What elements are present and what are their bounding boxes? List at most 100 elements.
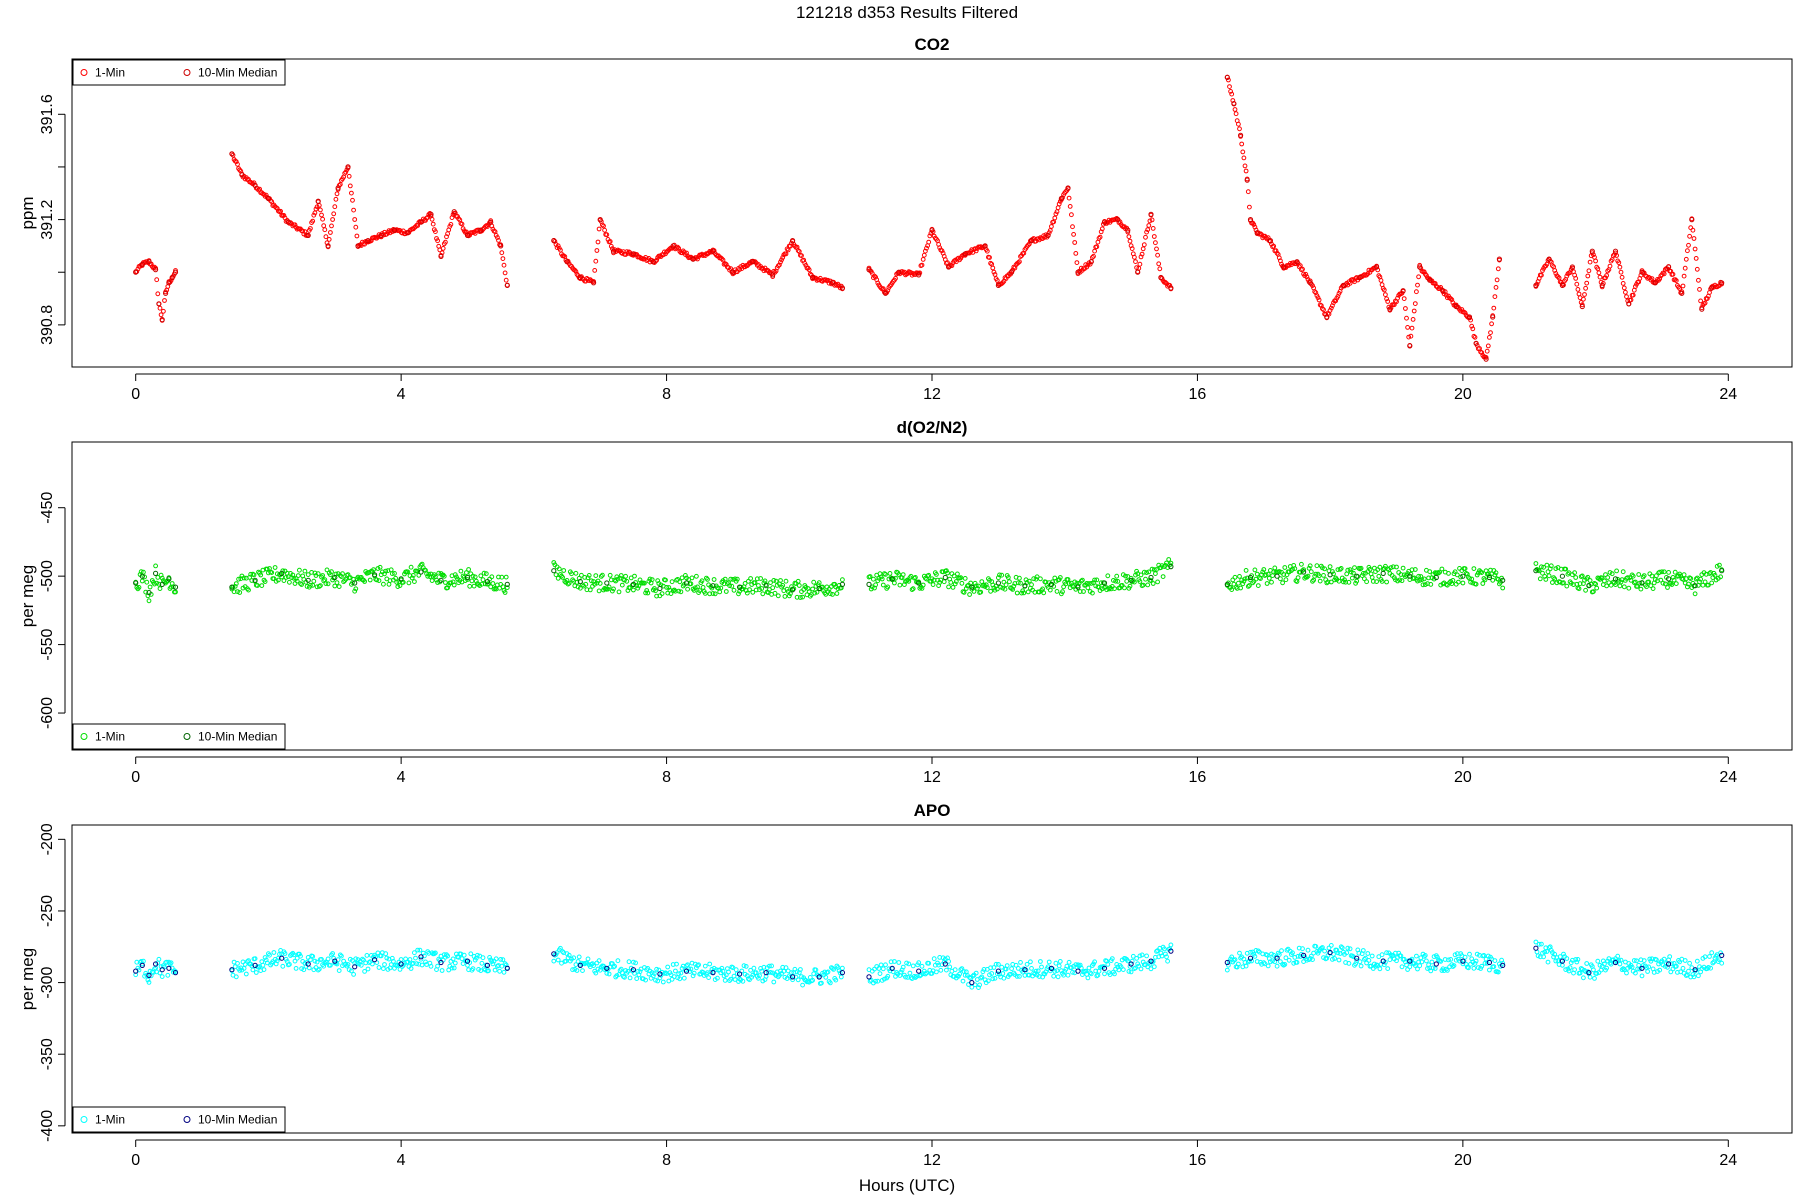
o2n2-point-1min [371,567,376,573]
co2-point-10min-median [1483,356,1489,362]
apo-point-1min [1265,963,1271,969]
co2-point-10min-median [1340,282,1347,288]
o2n2-point-10min-median [1460,573,1466,579]
o2n2-point-1min [678,589,684,595]
co2-point-1min [1229,91,1235,97]
o2n2-point-1min [1091,580,1096,585]
co2-point-1min [1156,261,1162,267]
apo-point-1min [1330,957,1335,962]
co2-point-1min [1681,273,1687,279]
co2-point-1min [1702,300,1708,306]
o2n2-x-tick-label: 4 [397,769,406,786]
apo-point-1min [1358,963,1364,969]
co2-point-1min [1245,189,1251,195]
o2n2-point-1min [782,594,788,599]
o2n2-point-1min [731,587,737,593]
o2n2-point-1min [451,582,457,588]
co2-point-1min [427,211,433,216]
apo-point-10min-median [1692,967,1698,973]
co2-point-1min [1094,244,1100,250]
co2-point-1min [1091,253,1096,259]
apo-point-1min [407,957,413,962]
apo-point-10min-median [763,970,769,976]
co2-point-1min [987,255,992,260]
o2n2-point-1min [1269,579,1274,585]
o2n2-point-1min [1057,575,1063,580]
apo-point-1min [316,966,322,972]
co2-point-1min [352,217,358,222]
o2n2-point-1min [352,588,358,594]
apo-point-10min-median [464,958,471,964]
co2-point-1min [1586,268,1592,274]
apo-point-1min [1415,966,1420,972]
co2-point-1min [1401,296,1407,302]
o2n2-point-1min [1457,566,1462,571]
o2n2-point-1min [1140,582,1146,588]
apo-point-1min [598,964,604,970]
co2-point-1min [328,230,333,235]
co2-point-10min-median [163,290,169,296]
o2n2-point-1min [593,573,599,578]
co2-point-1min [1697,287,1702,292]
co2-point-10min-median [1453,303,1459,310]
co2-point-10min-median [1589,248,1595,254]
o2n2-point-1min [585,575,591,581]
co2-point-10min-median [365,238,371,244]
apo-point-1min [1463,962,1469,967]
o2n2-point-1min [771,578,777,583]
apo-point-1min [606,971,612,977]
o2n2-point-1min [711,577,717,582]
co2-point-1min [1405,325,1410,330]
co2-point-1min [1603,275,1608,281]
o2n2-x-tick-label: 24 [1719,769,1737,786]
apo-point-10min-median [305,961,311,967]
o2n2-point-1min [1115,579,1121,584]
apo-point-1min [315,967,321,973]
apo-point-1min [938,967,944,973]
apo-point-1min [1634,958,1639,964]
apo-point-1min [622,974,627,980]
o2n2-point-1min [1626,585,1632,591]
apo-point-1min [310,954,316,959]
o2n2-point-1min [1636,572,1642,577]
apo-point-1min [654,966,659,972]
co2-point-1min [593,258,599,264]
apo-point-1min [156,956,162,962]
o2n2-point-1min [410,573,416,578]
apo-point-1min [433,950,438,956]
o2n2-point-1min [1666,570,1671,575]
co2-point-10min-median [1666,264,1672,270]
apo-x-tick-label: 8 [662,1152,671,1169]
o2n2-point-1min [974,586,980,591]
o2n2-point-1min [689,575,695,581]
co2-x-tick-label: 8 [662,386,671,403]
o2n2-point-10min-median [839,581,846,588]
co2-point-10min-median [498,243,504,249]
apo-point-1min [449,965,455,971]
apo-point-1min [1645,969,1650,974]
o2n2-point-1min [1241,578,1247,584]
o2n2-point-1min [655,578,661,584]
apo-point-10min-median [866,974,872,980]
apo-point-1min [1471,965,1477,971]
apo-point-1min [298,953,303,959]
apo-point-1min [461,952,467,958]
apo-point-1min [260,962,266,968]
apo-point-1min [733,967,739,973]
o2n2-point-1min [1621,584,1627,590]
o2n2-point-10min-median [133,580,139,586]
co2-point-1min [1673,278,1679,284]
o2n2-point-1min [747,587,752,592]
o2n2-point-10min-median [1048,581,1055,588]
co2-point-10min-median [1719,280,1725,286]
apo-point-1min [1421,954,1427,959]
apo-point-1min [931,956,937,962]
o2n2-point-1min [1541,564,1546,570]
apo-point-1min [1432,966,1438,971]
o2n2-y-tick-label: -450 [39,492,56,524]
o2n2-legend-label: 1-Min [95,730,125,744]
o2n2-point-1min [1145,582,1151,588]
co2-point-1min [1070,224,1075,230]
co2-point-1min [433,229,438,235]
